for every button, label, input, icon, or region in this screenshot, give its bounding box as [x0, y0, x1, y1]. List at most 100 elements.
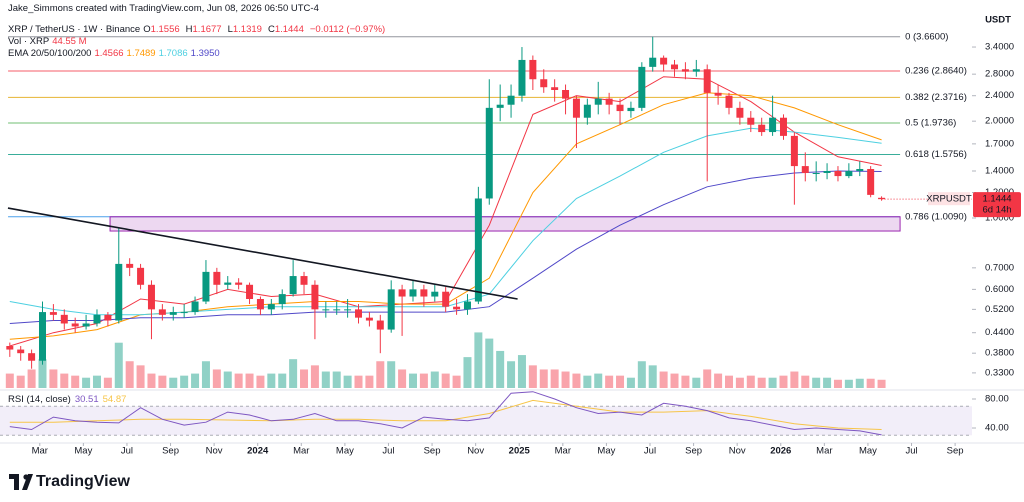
- ohlc-value: 1.1677: [192, 24, 222, 35]
- x-tick-label: May: [336, 446, 354, 457]
- volume-label: Vol · XRP: [8, 36, 50, 47]
- candle-body: [834, 170, 842, 177]
- candle-body: [507, 95, 515, 105]
- candle-body: [431, 291, 439, 297]
- candle-body: [736, 107, 744, 118]
- candle-body: [845, 170, 853, 177]
- candle-body: [812, 173, 820, 175]
- candle-body: [344, 309, 352, 311]
- legend-ohlc: XRP / TetherUS · 1W · Binance O1.1556 H1.1…: [8, 24, 388, 35]
- fib-label: 0.786 (1.0090): [905, 211, 967, 222]
- x-tick-label: Sep: [947, 446, 964, 457]
- volume-bar: [866, 378, 875, 388]
- ema-label: EMA 20/50/100/200: [8, 48, 92, 59]
- candle-body: [703, 69, 711, 93]
- candle-body: [529, 59, 537, 80]
- candle-body: [355, 309, 363, 318]
- candle-body: [213, 271, 221, 285]
- price-tag-countdown: 6d 14h: [982, 205, 1011, 216]
- fib-label: 0 (3.6600): [905, 31, 948, 42]
- candle-body: [376, 320, 384, 330]
- y-tick-label: 0.3300: [985, 367, 1014, 378]
- candle-body: [878, 197, 886, 200]
- legend-ema: EMA 20/50/100/200 1.4566 1.7489 1.7086 1.395…: [8, 48, 223, 59]
- candle-body: [169, 312, 177, 315]
- candle-body: [518, 59, 526, 96]
- candle-body: [681, 69, 689, 72]
- volume-bar: [833, 379, 842, 388]
- volume-bar: [419, 373, 428, 388]
- x-tick-label: Nov: [729, 446, 746, 457]
- volume-bar: [354, 375, 363, 388]
- candle-body: [246, 284, 254, 300]
- volume-bar: [790, 371, 799, 388]
- x-tick-label: Mar: [816, 446, 832, 457]
- x-tick-label: Sep: [685, 446, 702, 457]
- candle-body: [137, 267, 145, 285]
- candle-body: [801, 166, 809, 174]
- y-tick-label: 0.7000: [985, 262, 1014, 273]
- x-tick-label: 2025: [509, 446, 531, 457]
- fib-label: 0.236 (2.8640): [905, 66, 967, 77]
- legend-volume: Vol · XRP 44.55 M: [8, 36, 90, 47]
- y-tick-label: 2.0000: [985, 116, 1014, 127]
- y-tick-label: 3.4000: [985, 42, 1014, 53]
- candle-body: [714, 92, 722, 96]
- symbol: XRP / TetherUS · 1W · Binance: [8, 24, 141, 35]
- candle-body: [540, 79, 548, 88]
- candle-body: [322, 309, 330, 311]
- volume-bar: [5, 373, 14, 388]
- candle-body: [769, 117, 777, 133]
- symbol-tag-bg: [928, 192, 970, 206]
- currency: USDT: [985, 15, 1011, 26]
- candle-body: [191, 301, 199, 313]
- volume-bar: [321, 371, 330, 388]
- x-tick-label: Sep: [162, 446, 179, 457]
- x-tick-label: 2024: [247, 446, 269, 457]
- candle-body: [474, 198, 482, 302]
- candle-body: [660, 57, 668, 65]
- volume-bar: [332, 371, 341, 388]
- ema-value: 1.7086: [158, 48, 188, 59]
- candle-body: [779, 117, 787, 136]
- volume-bar: [572, 373, 581, 388]
- volume-bar: [670, 373, 679, 388]
- symbol-tag: XRPUSDT: [926, 194, 972, 205]
- volume-bar: [82, 377, 91, 388]
- candle-body: [17, 349, 25, 354]
- brand-logo: TradingView: [9, 473, 131, 490]
- volume-bar: [583, 375, 592, 388]
- candle-body: [616, 104, 624, 112]
- candle-body: [71, 323, 79, 327]
- y-tick-label: 1.7000: [985, 138, 1014, 149]
- volume-bar: [681, 375, 690, 388]
- rsi-title: RSI (14, close): [8, 394, 71, 405]
- volume-bar: [779, 375, 788, 388]
- volume-bar: [648, 365, 657, 388]
- volume-bar: [616, 375, 625, 388]
- rsi-ma-line: [9, 399, 882, 430]
- candle-body: [453, 306, 461, 310]
- candle-body: [180, 312, 188, 314]
- volume-bar: [310, 365, 319, 388]
- rsi-band: [0, 406, 972, 436]
- volume-bar: [757, 377, 766, 388]
- volume-bar: [376, 361, 385, 388]
- logo-dot: [23, 474, 29, 480]
- volume-bar: [60, 373, 69, 388]
- ema-value: 1.3950: [190, 48, 220, 59]
- volume-bar: [801, 375, 810, 388]
- candle-body: [333, 309, 341, 311]
- fib-label: 0.618 (1.5756): [905, 149, 967, 160]
- rsi-ma-value: 54.87: [103, 394, 127, 405]
- volume-bar: [539, 369, 548, 388]
- volume-bar: [27, 369, 36, 388]
- candle-body: [758, 124, 766, 133]
- main-layer: 3.40002.80002.40002.00001.70001.40001.20…: [6, 31, 1021, 457]
- volume-bar: [245, 373, 254, 388]
- volume-bar: [191, 373, 200, 388]
- candle-body: [463, 301, 471, 310]
- volume-bar: [169, 377, 178, 388]
- candle-body: [496, 104, 504, 108]
